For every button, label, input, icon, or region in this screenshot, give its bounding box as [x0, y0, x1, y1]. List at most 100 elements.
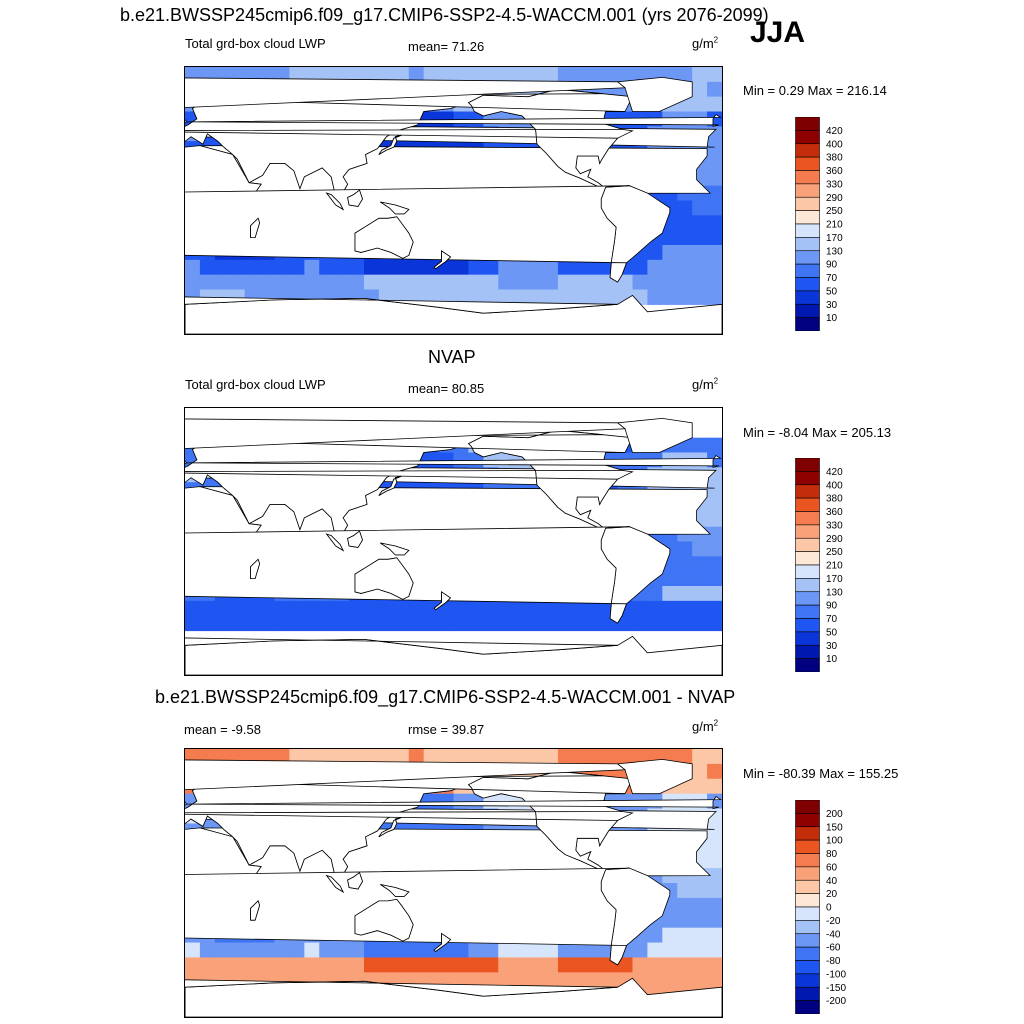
- panel2-mean-label: mean= 80.85: [408, 381, 485, 396]
- panel3-colorbar-box: [795, 986, 820, 1001]
- panel3-colorbar-tick-label: 150: [826, 822, 843, 833]
- panel2-coastlines: [185, 417, 722, 675]
- panel2-colorbar-tick-label: 170: [826, 574, 843, 585]
- panel2-colorbar-box: [795, 458, 820, 472]
- panel3-mean-label: mean = -9.58: [184, 722, 261, 737]
- panel2-colorbar-box: [795, 511, 820, 526]
- panel2-colorbar-box: [795, 497, 820, 512]
- panel1-colorbar-tick-label: 70: [826, 273, 838, 284]
- panel3-colorbar-tick-label: -20: [826, 916, 841, 927]
- panel3-colorbar-box: [795, 906, 820, 921]
- panel1-colorbar-box: [795, 277, 820, 292]
- panel1-colorbar-tick-label: 330: [826, 179, 843, 190]
- panel2-colorbar-tick-label: 130: [826, 587, 843, 598]
- panel1-colorbar-box: [795, 263, 820, 278]
- season-label: JJA: [750, 16, 806, 49]
- panel1-colorbar-box: [795, 183, 820, 198]
- panel1-units: g/m2: [692, 35, 719, 51]
- panel3-colorbar-tick-label: 20: [826, 889, 838, 900]
- panel3-coastlines: [185, 758, 722, 1017]
- panel1-colorbar-box: [795, 237, 820, 252]
- panel2-colorbar-tick-label: 330: [826, 520, 843, 531]
- panel2-colorbar-tick-label: 380: [826, 494, 843, 505]
- panel1-colorbar-box: [795, 303, 820, 318]
- panel2-colorbar-tick-label: 90: [826, 601, 838, 612]
- panel2-units: g/m2: [692, 376, 719, 392]
- panel1-colorbar-box: [795, 130, 820, 145]
- panel3-colorbar-box: [795, 839, 820, 854]
- panel1-colorbar-tick-label: 380: [826, 153, 843, 164]
- panel2-colorbar-tick-label: 420: [826, 467, 843, 478]
- panel3-units: g/m2: [692, 718, 719, 734]
- main-title: b.e21.BWSSP245cmip6.f09_g17.CMIP6-SSP2-4…: [120, 5, 769, 25]
- panel3-colorbar-box: [795, 973, 820, 988]
- panel1-colorbar-box: [795, 317, 820, 331]
- panel2-variable-label: Total grd-box cloud LWP: [185, 377, 326, 392]
- panel1-minmax: Min = 0.29 Max = 216.14: [743, 83, 887, 98]
- panel1-colorbar-box: [795, 170, 820, 185]
- panel3-colorbar-box: [795, 920, 820, 935]
- panel1-colorbar-tick-label: 30: [826, 300, 838, 311]
- panel3-colorbar-tick-label: 100: [826, 836, 843, 847]
- panel2-colorbar-box: [795, 484, 820, 499]
- panel2-colorbar-tick-label: 250: [826, 547, 843, 558]
- panel2-colorbar-box: [795, 658, 820, 672]
- panel3-colorbar-tick-label: 0: [826, 903, 832, 914]
- panel3-colorbar-tick-label: -150: [826, 983, 846, 994]
- panel3-minmax: Min = -80.39 Max = 155.25: [743, 766, 899, 781]
- panel1-colorbar-box: [795, 210, 820, 225]
- panel2-colorbar-tick-label: 400: [826, 480, 843, 491]
- panel2-colorbar-box: [795, 551, 820, 566]
- panel1-colorbar-tick-label: 250: [826, 206, 843, 217]
- panel3-colorbar-tick-label: -40: [826, 929, 841, 940]
- panel3-colorbar-box: [795, 960, 820, 975]
- panel1-colorbar-box: [795, 196, 820, 211]
- panel1-colorbar-tick-label: 290: [826, 193, 843, 204]
- panel2-colorbar-tick-label: 360: [826, 507, 843, 518]
- panel3-colorbar-tick-label: 80: [826, 849, 838, 860]
- panel1-colorbar-tick-label: 400: [826, 139, 843, 150]
- panel3-colorbar: 200 150 100 80 60 40 20 0 -20 -40 -60 -80 -100 -150 -2…: [795, 800, 875, 1014]
- panel1-colorbar-tick-label: 90: [826, 260, 838, 271]
- panel3-colorbar-box: [795, 946, 820, 961]
- panel1-colorbar-tick-label: 170: [826, 233, 843, 244]
- panel1-colorbar-tick-label: 420: [826, 126, 843, 137]
- panel3-colorbar-box: [795, 866, 820, 881]
- panel1-colorbar-box: [795, 143, 820, 158]
- panel1-mean-label: mean= 71.26: [408, 39, 485, 54]
- panel2-colorbar-tick-label: 10: [826, 654, 838, 665]
- panel1-colorbar-box: [795, 250, 820, 265]
- panel2-colorbar-box: [795, 471, 820, 486]
- panel2-minmax: Min = -8.04 Max = 205.13: [743, 425, 892, 440]
- panel1-coastlines: [185, 76, 722, 334]
- panel3-colorbar-box: [795, 933, 820, 948]
- panel3-colorbar-box: [795, 879, 820, 894]
- panel2-colorbar-box: [795, 631, 820, 646]
- panel3-title: b.e21.BWSSP245cmip6.f09_g17.CMIP6-SSP2-4…: [155, 687, 736, 707]
- panel1-colorbar-tick-label: 130: [826, 246, 843, 257]
- panel3-colorbar-tick-label: 40: [826, 876, 838, 887]
- panel2-colorbar-tick-label: 290: [826, 534, 843, 545]
- panel2-title: NVAP: [428, 347, 476, 367]
- panel3-colorbar-tick-label: 60: [826, 862, 838, 873]
- panel3-colorbar-box: [795, 893, 820, 908]
- panel2-colorbar-box: [795, 618, 820, 633]
- panel1-colorbar-tick-label: 50: [826, 286, 838, 297]
- panel3-colorbar-tick-label: -100: [826, 969, 846, 980]
- panel3-map: [184, 748, 723, 1018]
- panel3-colorbar-box: [795, 1000, 820, 1014]
- panel2-map: [184, 407, 723, 676]
- panel2-colorbar-box: [795, 537, 820, 552]
- panel2-colorbar-tick-label: 50: [826, 627, 838, 638]
- panel1-variable-label: Total grd-box cloud LWP: [185, 36, 326, 51]
- panel3-colorbar-box: [795, 813, 820, 828]
- panel1-colorbar-box: [795, 290, 820, 305]
- panel1-colorbar-box: [795, 156, 820, 171]
- panel2-colorbar-box: [795, 644, 820, 659]
- panel3-colorbar-box: [795, 853, 820, 868]
- panel2-colorbar-box: [795, 604, 820, 619]
- panel2-colorbar-box: [795, 564, 820, 579]
- panel1-map: [184, 66, 723, 335]
- panel1-colorbar-tick-label: 360: [826, 166, 843, 177]
- panel3-colorbar-tick-label: -80: [826, 956, 841, 967]
